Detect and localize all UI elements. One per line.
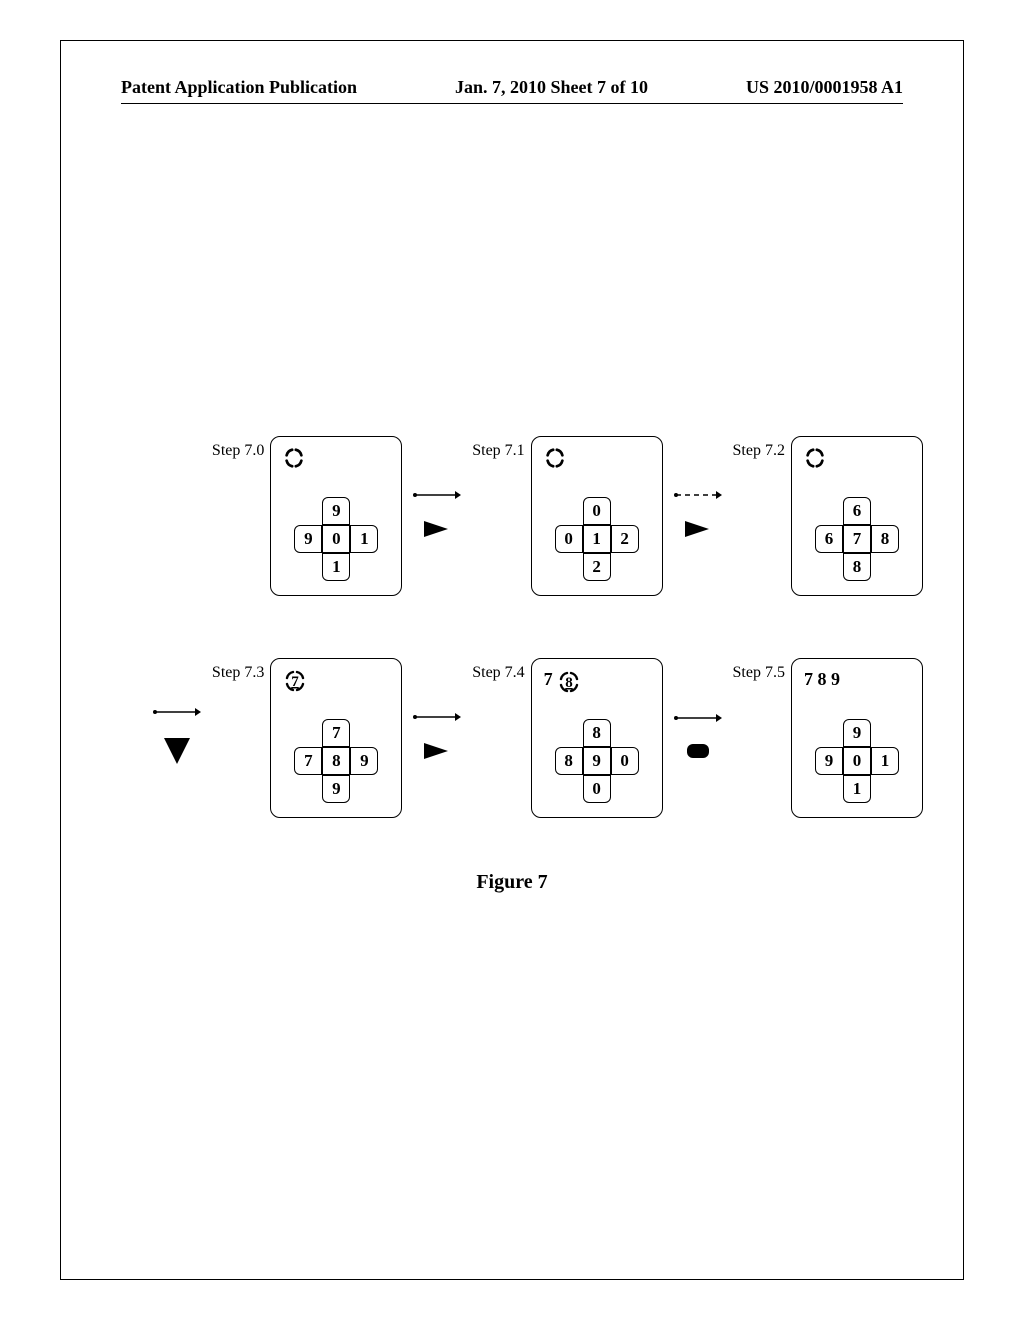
connector: [672, 678, 724, 798]
dpad: 7 7 8 9 9: [294, 719, 378, 803]
selection-circle-icon: 7: [283, 669, 303, 689]
figure-row-2: Step 7.3 7 7 7 8 9 9 Step 7.4 7: [151, 653, 923, 823]
page-header: Patent Application Publication Jan. 7, 2…: [61, 77, 963, 98]
figure-caption: Figure 7: [61, 871, 963, 894]
step-group-4: Step 7.4 7 8 8 8 9 0 0: [472, 658, 662, 818]
dpad-center: 8: [322, 747, 350, 775]
step-panel: 6 6 7 8 8: [791, 436, 923, 596]
dpad-left: 7: [294, 747, 322, 775]
dpad-up: 7: [322, 719, 350, 747]
header-center: Jan. 7, 2010 Sheet 7 of 10: [455, 77, 648, 98]
step-label: Step 7.4: [472, 664, 524, 682]
selection-circle-icon: 8: [557, 670, 577, 690]
step-group-0: Step 7.0 9 9 0 1 1: [212, 436, 402, 596]
dpad-left: 8: [555, 747, 583, 775]
dpad-down: 1: [322, 553, 350, 581]
connector-pre: [151, 678, 203, 798]
dpad-left: 0: [555, 525, 583, 553]
display-area: [283, 447, 303, 467]
step-label: Step 7.5: [733, 664, 785, 682]
svg-text:7: 7: [292, 674, 300, 690]
dpad-right: 1: [871, 747, 899, 775]
dpad: 6 6 7 8 8: [815, 497, 899, 581]
step-group-3: Step 7.3 7 7 7 8 9 9: [212, 658, 402, 818]
cursor-right-icon: [422, 741, 452, 766]
dpad-up: 9: [322, 497, 350, 525]
connector: [411, 678, 463, 798]
dpad-center: 0: [322, 525, 350, 553]
dpad-left: 9: [294, 525, 322, 553]
step-group-2: Step 7.2 6 6 7 8 8: [733, 436, 923, 596]
dpad-down: 9: [322, 775, 350, 803]
header-right: US 2010/0001958 A1: [746, 77, 903, 98]
display-area: 7: [283, 669, 303, 689]
svg-text:8: 8: [565, 675, 573, 691]
dpad-up: 9: [843, 719, 871, 747]
selection-circle-icon: [544, 447, 564, 467]
dpad-down: 1: [843, 775, 871, 803]
dpad-center: 7: [843, 525, 871, 553]
dpad-up: 0: [583, 497, 611, 525]
step-group-1: Step 7.1 0 0 1 2 2: [472, 436, 662, 596]
dpad-right: 2: [611, 525, 639, 553]
header-rule: [121, 103, 903, 104]
step-label: Step 7.0: [212, 442, 264, 460]
step-group-5: Step 7.5 7 8 9 9 9 0 1 1: [733, 658, 923, 818]
figure-row-1: Step 7.0 9 9 0 1 1 Step 7.1: [151, 431, 923, 601]
dpad: 8 8 9 0 0: [555, 719, 639, 803]
display-area: 7 8: [544, 669, 577, 690]
display-text: 7 8 9: [804, 669, 840, 690]
cursor-right-icon: [422, 519, 452, 544]
step-label: Step 7.2: [733, 442, 785, 460]
dpad-right: 9: [350, 747, 378, 775]
dpad-right: 8: [871, 525, 899, 553]
dpad-center: 0: [843, 747, 871, 775]
step-panel: 0 0 1 2 2: [531, 436, 663, 596]
connector: [672, 456, 724, 576]
step-label: Step 7.3: [212, 664, 264, 682]
dpad-left: 6: [815, 525, 843, 553]
cursor-down-icon: [162, 736, 192, 771]
step-panel: 9 9 0 1 1: [270, 436, 402, 596]
display-prefix-digit: 7: [544, 669, 553, 690]
dpad: 9 9 0 1 1: [815, 719, 899, 803]
dpad-right: 0: [611, 747, 639, 775]
dpad-right: 1: [350, 525, 378, 553]
header-left: Patent Application Publication: [121, 77, 357, 98]
cursor-stop-icon: [685, 742, 711, 765]
step-panel: 7 8 8 8 9 0 0: [531, 658, 663, 818]
selection-circle-icon: [804, 447, 824, 467]
dpad-down: 0: [583, 775, 611, 803]
display-area: 7 8 9: [804, 669, 840, 690]
display-area: [544, 447, 564, 467]
step-panel: 7 8 9 9 9 0 1 1: [791, 658, 923, 818]
selection-circle-icon: [283, 447, 303, 467]
display-area: [804, 447, 824, 467]
connector: [411, 456, 463, 576]
dpad-up: 6: [843, 497, 871, 525]
dpad-left: 9: [815, 747, 843, 775]
dpad-center: 1: [583, 525, 611, 553]
step-panel: 7 7 7 8 9 9: [270, 658, 402, 818]
dpad-up: 8: [583, 719, 611, 747]
dpad-center: 9: [583, 747, 611, 775]
dpad-down: 2: [583, 553, 611, 581]
cursor-right-icon: [683, 519, 713, 544]
step-label: Step 7.1: [472, 442, 524, 460]
page-frame: Patent Application Publication Jan. 7, 2…: [60, 40, 964, 1280]
dpad: 0 0 1 2 2: [555, 497, 639, 581]
dpad: 9 9 0 1 1: [294, 497, 378, 581]
dpad-down: 8: [843, 553, 871, 581]
